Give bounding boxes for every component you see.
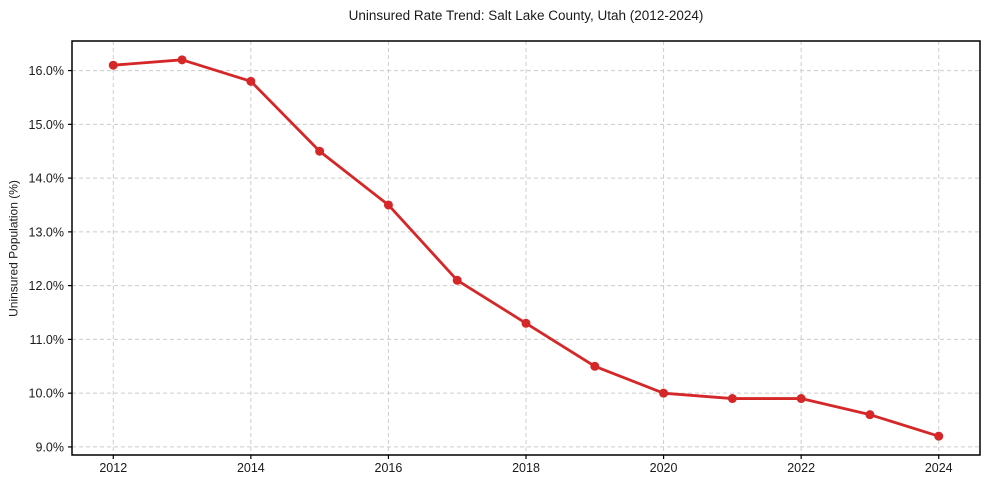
x-tick-label: 2016: [375, 461, 403, 475]
data-point: [108, 60, 118, 70]
data-point: [865, 410, 875, 420]
data-point: [452, 275, 462, 285]
data-point: [383, 200, 393, 210]
y-tick-label: 10.0%: [29, 387, 64, 401]
y-tick-label: 14.0%: [29, 172, 64, 186]
x-tick-label: 2022: [787, 461, 815, 475]
y-tick-label: 11.0%: [29, 333, 64, 347]
data-point: [315, 146, 325, 156]
data-point: [727, 394, 737, 404]
data-point: [796, 394, 806, 404]
y-tick-label: 15.0%: [29, 118, 64, 132]
y-tick-label: 9.0%: [36, 440, 65, 454]
data-point: [934, 431, 944, 441]
data-point: [521, 318, 531, 328]
x-tick-label: 2018: [512, 461, 540, 475]
y-tick-label: 16.0%: [29, 64, 64, 78]
chart-title: Uninsured Rate Trend: Salt Lake County, …: [348, 8, 704, 23]
data-point: [177, 55, 187, 65]
data-point: [590, 361, 600, 371]
x-tick-label: 2024: [925, 461, 953, 475]
x-tick-label: 2012: [99, 461, 127, 475]
y-tick-label: 12.0%: [29, 279, 64, 293]
data-point: [246, 76, 256, 86]
y-tick-label: 13.0%: [29, 225, 64, 239]
data-point: [659, 388, 669, 398]
x-tick-label: 2014: [237, 461, 265, 475]
x-tick-label: 2020: [650, 461, 678, 475]
